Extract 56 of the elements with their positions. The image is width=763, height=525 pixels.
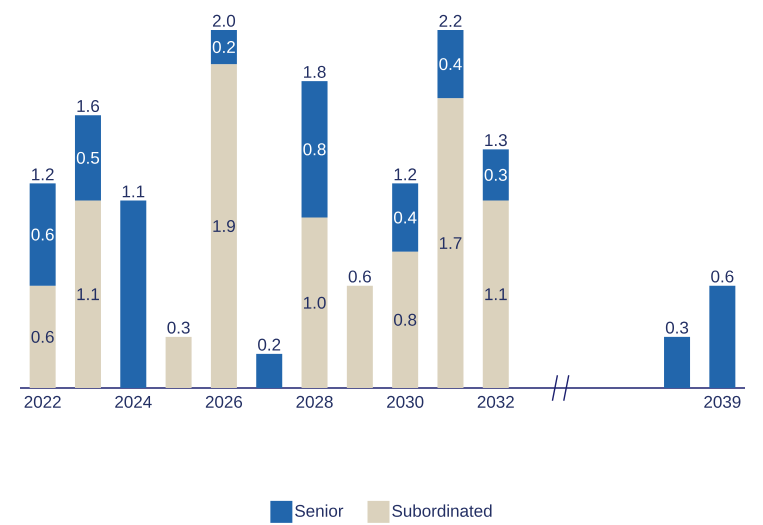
- total-label: 0.6: [711, 270, 734, 283]
- bar: [482, 149, 509, 201]
- total-label: 2.0: [212, 14, 236, 27]
- bar: [74, 115, 101, 201]
- bar: [664, 336, 690, 388]
- total-label: 1.8: [304, 66, 326, 78]
- total-label: 0.3: [167, 322, 190, 334]
- data-label: 1.9: [213, 220, 235, 232]
- bar: [437, 30, 464, 98]
- data-label: 0.5: [76, 152, 100, 164]
- bar: [210, 64, 237, 388]
- x-tick-label: 2026: [206, 396, 242, 408]
- bar: [709, 286, 736, 388]
- data-label: 0.2: [212, 41, 235, 54]
- x-tick-label: 2039: [704, 396, 740, 408]
- legend-label: Subordinated: [392, 504, 492, 517]
- total-label: 0.2: [258, 338, 280, 351]
- total-label: 0.6: [348, 270, 371, 283]
- data-label: 0.4: [439, 58, 462, 70]
- total-label: 1.3: [485, 134, 507, 146]
- bar: [74, 200, 101, 388]
- bar: [302, 81, 328, 218]
- bar: [302, 218, 328, 388]
- legend-label: Senior: [295, 504, 344, 517]
- data-label: 0.6: [32, 228, 54, 241]
- data-label: 0.6: [32, 330, 54, 343]
- bar: [30, 183, 56, 286]
- data-label: 0.8: [394, 314, 416, 326]
- bar: [166, 336, 192, 388]
- total-label: 1.6: [77, 100, 100, 112]
- bar: [346, 286, 373, 388]
- x-tick-label: 2032: [478, 396, 514, 408]
- x-tick-label: 2030: [387, 396, 424, 408]
- bar: [482, 200, 509, 388]
- total-label: 1.2: [32, 168, 54, 180]
- total-label: 2.2: [440, 14, 462, 27]
- bar: [30, 286, 56, 388]
- x-tick-label: 2022: [24, 396, 61, 408]
- x-tick-label: 2028: [296, 396, 333, 408]
- bar: [392, 252, 418, 388]
- bar: [120, 200, 146, 388]
- data-label: 0.3: [484, 168, 507, 181]
- total-label: 1.2: [394, 168, 416, 180]
- bar: [392, 183, 418, 252]
- total-label: 0.3: [666, 322, 688, 334]
- bar: [210, 30, 237, 64]
- x-tick-label: 2024: [115, 396, 152, 408]
- data-label: 1.1: [77, 288, 99, 300]
- data-label: 0.8: [303, 143, 326, 156]
- data-label: 0.4: [394, 212, 416, 224]
- bar: [437, 98, 464, 388]
- total-label: 1.1: [122, 186, 144, 198]
- data-label: 1.7: [440, 237, 462, 249]
- data-label: 1.1: [485, 288, 507, 300]
- bar: [256, 354, 282, 388]
- data-label: 1.0: [304, 296, 326, 309]
